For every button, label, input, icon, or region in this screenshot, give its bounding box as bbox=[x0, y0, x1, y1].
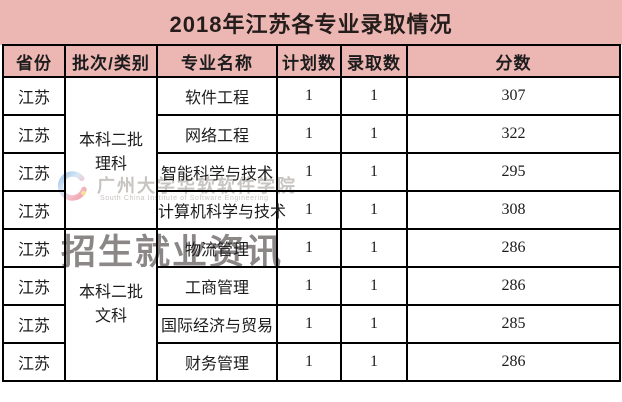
score-cell: 307 bbox=[406, 76, 621, 116]
plan-cell: 1 bbox=[276, 76, 342, 116]
admit-cell: 1 bbox=[340, 190, 408, 230]
score-cell: 322 bbox=[406, 114, 621, 154]
major-cell: 国际经济与贸易 bbox=[156, 304, 278, 344]
admissions-table: 省份 批次/类别 专业名称 计划数 录取数 分数 江苏 本科二批 理科 软件工程… bbox=[2, 44, 621, 382]
major-cell: 计算机科学与技术 bbox=[156, 190, 286, 230]
score-cell: 286 bbox=[406, 228, 621, 268]
admit-cell: 1 bbox=[340, 152, 408, 192]
score-cell: 286 bbox=[406, 342, 621, 382]
province-cell: 江苏 bbox=[2, 76, 66, 116]
table-row: 江苏 财务管理 1 1 286 bbox=[2, 342, 621, 382]
plan-cell: 1 bbox=[276, 114, 342, 154]
admit-cell: 1 bbox=[340, 342, 408, 382]
batch-line1: 本科二批 bbox=[78, 284, 143, 301]
col-header-score: 分数 bbox=[406, 44, 621, 78]
major-cell: 工商管理 bbox=[156, 266, 278, 306]
col-header-plan: 计划数 bbox=[276, 44, 342, 78]
major-cell: 财务管理 bbox=[156, 342, 278, 382]
province-cell: 江苏 bbox=[2, 266, 66, 306]
major-cell: 物流管理 bbox=[156, 228, 278, 268]
batch-cell-arts: 本科二批 文科 bbox=[64, 228, 158, 382]
major-cell: 软件工程 bbox=[156, 76, 278, 116]
province-cell: 江苏 bbox=[2, 342, 66, 382]
admit-cell: 1 bbox=[340, 304, 408, 344]
score-cell: 286 bbox=[406, 266, 621, 306]
plan-cell: 1 bbox=[276, 342, 342, 382]
plan-cell: 1 bbox=[276, 266, 342, 306]
table-row: 江苏 网络工程 1 1 322 bbox=[2, 114, 621, 154]
table-row: 江苏 智能科学与技术 1 1 295 bbox=[2, 152, 621, 192]
score-cell: 285 bbox=[406, 304, 621, 344]
table-row: 江苏 本科二批 文科 物流管理 1 1 286 bbox=[2, 228, 621, 382]
admit-cell: 1 bbox=[340, 114, 408, 154]
admit-cell: 1 bbox=[340, 76, 408, 116]
major-cell: 网络工程 bbox=[156, 114, 278, 154]
col-header-province: 省份 bbox=[2, 44, 66, 78]
batch-cell-science: 本科二批 理科 bbox=[64, 76, 158, 230]
table-row: 江苏 国际经济与贸易 1 1 285 bbox=[2, 304, 621, 344]
score-cell: 308 bbox=[406, 190, 621, 230]
plan-cell: 1 bbox=[276, 304, 342, 344]
province-cell: 江苏 bbox=[2, 114, 66, 154]
table-title-band: 2018年江苏各专业录取情况 bbox=[0, 0, 622, 45]
plan-cell: 1 bbox=[276, 190, 342, 230]
header-row: 省份 批次/类别 专业名称 计划数 录取数 分数 bbox=[2, 44, 621, 78]
table-row: 江苏 本科二批 理科 软件工程 1 1 307 bbox=[2, 76, 621, 230]
batch-line2: 文科 bbox=[94, 308, 127, 325]
plan-cell: 1 bbox=[276, 152, 342, 192]
province-cell: 江苏 bbox=[2, 190, 66, 230]
plan-cell: 1 bbox=[276, 228, 342, 268]
admit-cell: 1 bbox=[340, 228, 408, 268]
col-header-admit: 录取数 bbox=[340, 44, 408, 78]
col-header-batch: 批次/类别 bbox=[64, 44, 158, 78]
score-cell: 295 bbox=[406, 152, 621, 192]
province-cell: 江苏 bbox=[2, 228, 66, 268]
province-cell: 江苏 bbox=[2, 152, 66, 192]
major-cell: 智能科学与技术 bbox=[156, 152, 278, 192]
batch-line2: 理科 bbox=[94, 156, 127, 173]
page-title: 2018年江苏各专业录取情况 bbox=[169, 11, 453, 37]
table-row: 江苏 工商管理 1 1 286 bbox=[2, 266, 621, 306]
col-header-major: 专业名称 bbox=[156, 44, 278, 78]
batch-line1: 本科二批 bbox=[78, 132, 143, 149]
table-row: 江苏 计算机科学与技术 1 1 308 bbox=[2, 190, 621, 230]
admit-cell: 1 bbox=[340, 266, 408, 306]
province-cell: 江苏 bbox=[2, 304, 66, 344]
